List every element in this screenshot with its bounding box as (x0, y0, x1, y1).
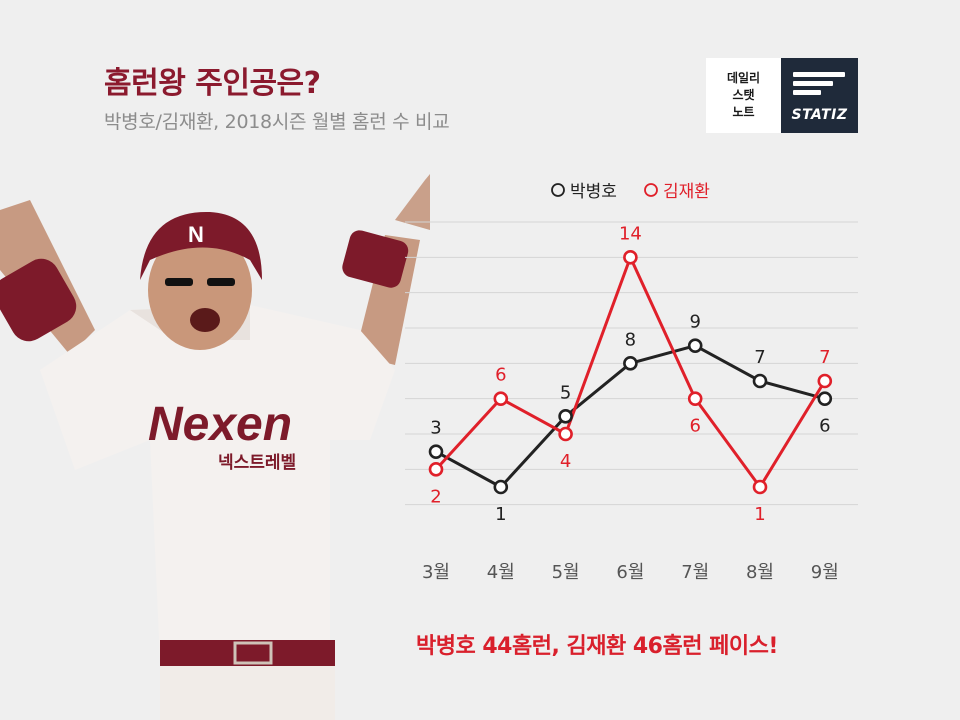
data-point (558, 426, 573, 442)
jersey-subtext: 넥스트레벨 (218, 453, 296, 473)
daily-stat-note-badge: 데일리 스탯 노트 (706, 58, 781, 133)
data-label: 1 (754, 504, 765, 525)
helmet-letter: N (188, 222, 204, 247)
data-point (687, 391, 703, 406)
player-photo: Nexen 넥스트레벨 N (0, 174, 430, 720)
data-label: 7 (754, 347, 765, 368)
data-label: 2 (430, 486, 441, 507)
x-tick-label: 7월 (681, 562, 709, 583)
data-point (493, 479, 509, 495)
data-label: 14 (619, 223, 642, 244)
data-label: 5 (560, 382, 571, 403)
data-label: 6 (495, 365, 506, 386)
statiz-logo: 데일리 스탯 노트 STATIZ (706, 58, 858, 133)
page-title: 홈런왕 주인공은? (104, 66, 321, 101)
x-tick-label: 3월 (422, 562, 450, 583)
data-label: 3 (430, 418, 441, 439)
legend-label: 김재환 (663, 182, 710, 202)
x-tick-label: 5월 (552, 562, 580, 583)
statiz-bars-icon (793, 72, 845, 99)
data-point (817, 391, 833, 406)
statiz-wordmark: STATIZ (791, 107, 848, 123)
data-point (623, 356, 638, 371)
data-point (493, 391, 509, 406)
chart-legend: 박병호 김재환 (551, 182, 710, 202)
data-label: 8 (625, 329, 636, 350)
chart-series: 3 1 5 8 9 7 6 2 6 4 14 6 1 7 (428, 223, 833, 525)
data-label: 6 (819, 416, 830, 437)
chart-x-axis: 3월 4월 5월 6월 7월 8월 9월 (422, 562, 839, 583)
data-point (428, 462, 444, 477)
data-label: 4 (560, 451, 571, 472)
data-label: 7 (819, 347, 830, 368)
data-point (623, 250, 638, 265)
x-tick-label: 6월 (616, 562, 644, 583)
logo-line1: 데일리 (726, 71, 761, 85)
data-point (687, 338, 703, 353)
data-point (558, 409, 573, 424)
logo-line3: 노트 (732, 105, 755, 119)
statiz-brand-mark: STATIZ (781, 58, 858, 133)
data-label: 1 (495, 504, 506, 525)
data-point (752, 373, 768, 389)
x-tick-label: 8월 (746, 562, 774, 583)
page-subtitle: 박병호/김재환, 2018시즌 월별 홈런 수 비교 (104, 111, 450, 133)
x-tick-label: 9월 (811, 562, 839, 583)
data-label: 6 (689, 416, 700, 437)
legend-label: 박병호 (570, 182, 617, 202)
data-point (428, 444, 444, 459)
logo-line2: 스탯 (732, 88, 755, 102)
x-tick-label: 4월 (487, 562, 515, 583)
summary-caption: 박병호 44홈런, 김재환 46홈런 페이스! (416, 634, 778, 659)
data-point (752, 479, 768, 495)
jersey-text: Nexen (148, 398, 292, 451)
legend-marker (644, 183, 658, 197)
legend-marker (551, 183, 565, 197)
data-point (817, 373, 833, 389)
data-label: 9 (689, 312, 700, 333)
